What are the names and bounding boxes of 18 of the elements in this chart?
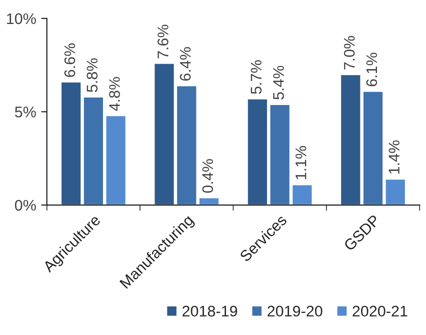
y-tick-label: 10% [7,13,36,24]
data-label: 6.1% [366,52,378,86]
data-label: 7.6% [158,24,168,58]
legend-label: 2019-20 [268,306,322,317]
data-label: 6.6% [64,43,76,77]
data-label: 4.8% [109,77,120,111]
data-label: 7.0% [344,36,355,70]
data-label: 5.4% [273,66,284,100]
data-label: 5.7% [250,60,262,94]
data-label: 1.1% [296,146,306,180]
data-label: 0.4% [202,159,214,193]
legend-label: 2018-19 [182,306,238,317]
data-label: 5.8% [86,58,98,92]
legend-label: 2020-21 [352,306,408,317]
data-label: 1.4% [388,140,400,174]
y-tick-label: 0% [14,200,36,211]
data-label: 6.4% [180,47,191,81]
y-tick-label: 5% [14,106,36,118]
